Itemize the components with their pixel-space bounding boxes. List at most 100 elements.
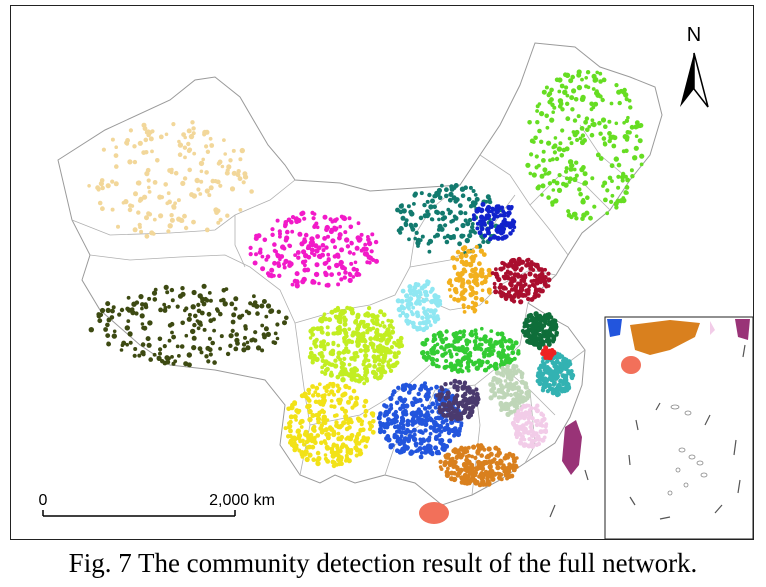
- community-point-sichuan-chongqing: [308, 350, 314, 356]
- community-point-shanxi-henan: [487, 290, 492, 295]
- community-point-shanxi-henan: [461, 303, 466, 308]
- community-point-beijing-hebei: [486, 215, 491, 220]
- community-point-sichuan-chongqing: [339, 360, 345, 366]
- community-point-xinjiang: [169, 217, 175, 223]
- community-point-shanghai-zhejiang: [540, 364, 546, 370]
- community-point-yunnan: [354, 453, 359, 458]
- community-point-tibet: [152, 297, 158, 302]
- community-point-xinjiang: [242, 171, 248, 177]
- community-point-guizhou-hunan: [400, 383, 406, 389]
- community-point-central: [461, 334, 466, 339]
- community-point-sichuan-chongqing: [350, 332, 356, 338]
- community-point-inner-mongolia-north: [436, 187, 442, 194]
- community-point-fujian: [527, 408, 532, 413]
- community-point-shandong: [504, 271, 508, 276]
- community-point-central: [513, 340, 519, 346]
- community-point-northeast: [609, 199, 614, 204]
- community-point-yunnan: [361, 427, 366, 433]
- community-point-shanxi-henan: [460, 290, 464, 295]
- community-point-tibet: [237, 314, 243, 320]
- community-point-northeast: [568, 78, 574, 84]
- community-point-sichuan-chongqing: [363, 312, 368, 318]
- community-point-shanxi-henan: [452, 286, 459, 293]
- community-point-gansu-qinghai: [306, 244, 312, 250]
- community-point-northeast: [616, 174, 621, 179]
- community-point-tibet: [175, 304, 180, 309]
- community-point-yunnan: [332, 392, 336, 397]
- community-point-jiangxi: [471, 396, 477, 401]
- community-point-northeast: [525, 162, 531, 168]
- community-point-shanxi-henan: [481, 252, 487, 257]
- community-point-tibet: [157, 336, 163, 342]
- community-point-tibet: [165, 359, 171, 365]
- community-point-northeast: [556, 187, 563, 193]
- community-point-guangdong: [490, 469, 495, 474]
- community-point-anhui-zhejiang: [519, 390, 524, 395]
- community-point-shaanxi: [432, 319, 438, 324]
- community-point-yunnan: [330, 453, 336, 459]
- community-point-anhui-zhejiang: [500, 366, 505, 371]
- community-point-sichuan-chongqing: [365, 347, 370, 353]
- community-point-northeast: [607, 138, 612, 144]
- community-point-guangdong: [503, 465, 508, 471]
- community-point-beijing-hebei: [477, 230, 483, 236]
- community-point-sichuan-chongqing: [387, 331, 392, 336]
- community-point-northeast: [588, 215, 593, 221]
- community-point-fujian: [534, 422, 540, 428]
- community-point-inner-mongolia-north: [430, 198, 435, 204]
- community-point-sichuan-chongqing: [339, 364, 345, 370]
- community-point-shandong: [517, 258, 523, 264]
- community-point-guizhou-hunan: [407, 433, 413, 439]
- community-point-jiangxi: [457, 411, 462, 416]
- community-point-shandong: [506, 290, 512, 295]
- community-point-northeast: [547, 170, 552, 175]
- community-point-yunnan: [345, 446, 350, 451]
- community-point-jiangsu: [548, 332, 553, 336]
- community-point-beijing-hebei: [471, 213, 476, 218]
- community-point-inner-mongolia-north: [451, 234, 456, 239]
- community-point-tibet: [245, 345, 251, 351]
- community-point-anhui-zhejiang: [494, 370, 501, 376]
- community-point-guizhou-hunan: [411, 417, 416, 422]
- community-point-northeast: [593, 77, 599, 83]
- community-point-tibet: [171, 361, 176, 366]
- community-point-xinjiang: [128, 128, 133, 133]
- community-point-yunnan: [310, 384, 315, 389]
- community-point-xinjiang: [143, 137, 149, 143]
- community-point-inner-mongolia-north: [426, 241, 431, 246]
- community-point-shaanxi: [398, 313, 403, 318]
- community-point-anhui-zhejiang: [508, 409, 514, 415]
- community-point-tibet: [163, 305, 168, 310]
- community-point-shanghai-zhejiang: [556, 352, 561, 357]
- community-point-beijing-hebei: [475, 226, 480, 231]
- community-point-northeast: [544, 113, 549, 119]
- community-point-tibet: [167, 305, 171, 309]
- community-point-gansu-qinghai: [302, 237, 307, 242]
- community-point-anhui-zhejiang: [514, 392, 520, 398]
- community-point-shaanxi: [426, 280, 431, 284]
- community-point-xinjiang: [208, 136, 213, 141]
- community-point-xinjiang: [144, 233, 150, 239]
- community-point-beijing-hebei: [489, 209, 494, 214]
- community-point-sichuan-chongqing: [338, 311, 344, 317]
- community-point-xinjiang: [215, 179, 221, 185]
- community-point-central: [491, 348, 496, 353]
- community-point-gansu-qinghai: [248, 252, 253, 257]
- community-point-tibet: [252, 294, 256, 299]
- community-point-yunnan: [323, 427, 329, 433]
- community-point-anhui-zhejiang: [517, 396, 522, 400]
- community-point-jiangsu: [545, 339, 550, 344]
- community-point-northeast: [569, 141, 574, 146]
- community-point-guizhou-hunan: [435, 402, 440, 407]
- community-point-inner-mongolia-north: [395, 207, 400, 213]
- community-point-inner-mongolia-north: [437, 217, 441, 222]
- community-point-northeast: [574, 173, 579, 178]
- community-point-yunnan: [306, 387, 312, 393]
- community-point-tibet: [219, 298, 223, 303]
- community-point-shandong: [518, 299, 524, 305]
- community-point-guizhou-hunan: [444, 443, 450, 449]
- community-point-central: [507, 358, 513, 364]
- community-point-fujian: [527, 403, 531, 408]
- community-point-yunnan: [301, 442, 307, 447]
- community-point-northeast: [562, 89, 568, 96]
